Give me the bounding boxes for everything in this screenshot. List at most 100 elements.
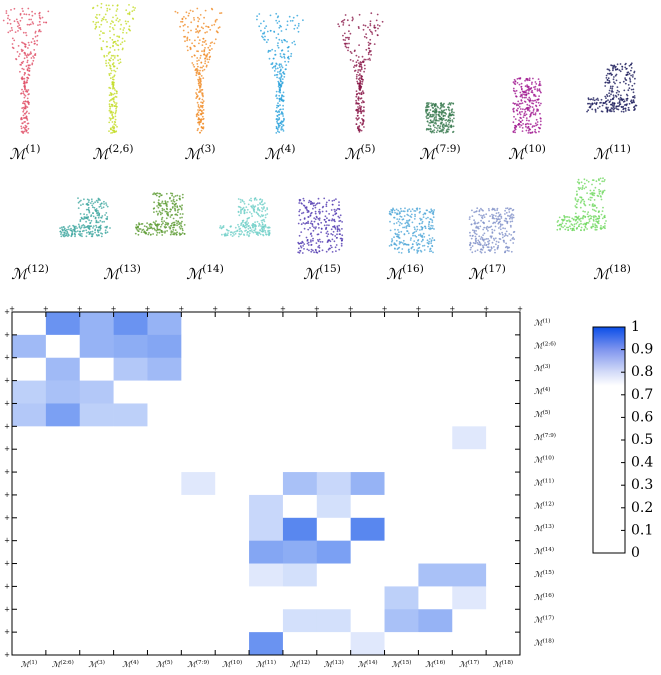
point (243, 234, 245, 236)
point (186, 40, 188, 42)
point (121, 41, 123, 43)
point (166, 193, 168, 195)
label-superscript: (4) (131, 659, 139, 666)
point (142, 223, 144, 225)
point (338, 225, 340, 227)
heat-cell (12, 403, 46, 426)
point (532, 78, 534, 80)
point (338, 204, 340, 206)
point (489, 215, 491, 217)
point (31, 57, 33, 59)
point (172, 229, 174, 231)
point (313, 205, 315, 207)
point (183, 25, 185, 27)
point (238, 214, 240, 216)
point (522, 130, 524, 132)
point (592, 204, 594, 206)
point (361, 93, 363, 95)
point (202, 123, 204, 125)
point (175, 229, 177, 231)
point (21, 17, 23, 19)
point (564, 225, 566, 227)
point (420, 233, 422, 235)
point (28, 123, 30, 125)
heat-cell (452, 403, 486, 426)
point (63, 229, 65, 231)
point (492, 242, 494, 244)
point (278, 110, 280, 112)
point (363, 106, 365, 108)
point (278, 118, 280, 120)
point (571, 223, 573, 225)
point (600, 178, 602, 180)
point (96, 226, 98, 228)
point (194, 45, 196, 47)
point (278, 39, 280, 41)
point (478, 214, 480, 216)
point (179, 217, 181, 219)
heat-cell (385, 495, 419, 518)
point (602, 218, 604, 220)
point (342, 24, 344, 26)
point (74, 233, 76, 235)
point (278, 47, 280, 49)
point (261, 228, 263, 230)
point (443, 132, 445, 134)
point (626, 98, 628, 100)
point (447, 131, 449, 133)
point (158, 224, 160, 226)
heat-cell (181, 403, 215, 426)
point (448, 117, 450, 119)
point (429, 248, 431, 250)
point (60, 231, 62, 233)
point (35, 31, 37, 33)
point (298, 25, 300, 27)
point (483, 240, 485, 242)
point (180, 224, 182, 226)
point (397, 229, 399, 231)
point (319, 211, 321, 213)
point (535, 81, 537, 83)
point (103, 201, 105, 203)
point (201, 75, 203, 77)
point (599, 193, 601, 195)
point (337, 229, 339, 231)
point (27, 98, 29, 100)
point (112, 27, 114, 29)
point (331, 247, 333, 249)
point (62, 230, 64, 232)
point (144, 231, 146, 233)
point (407, 230, 409, 232)
point (315, 228, 317, 230)
point (22, 102, 24, 104)
heat-cell (452, 449, 486, 472)
point (619, 82, 621, 84)
point (280, 55, 282, 57)
point (614, 67, 616, 69)
point (497, 223, 499, 225)
x-tick-label: ℳ(4) (122, 659, 139, 670)
point (264, 230, 266, 232)
point (199, 132, 201, 134)
point (40, 31, 42, 33)
point (157, 232, 159, 234)
point (370, 20, 372, 22)
point (520, 103, 522, 105)
point (429, 116, 431, 118)
point (162, 222, 164, 224)
point (70, 228, 72, 230)
point (155, 224, 157, 226)
point (113, 130, 115, 132)
point (485, 227, 487, 229)
point (198, 98, 200, 100)
point (410, 237, 412, 239)
heat-cell (283, 495, 317, 518)
point (594, 102, 596, 104)
point (427, 109, 429, 111)
point (492, 216, 494, 218)
point (24, 127, 26, 129)
point (20, 13, 22, 15)
point (23, 32, 25, 34)
point (590, 218, 592, 220)
point (633, 101, 635, 103)
